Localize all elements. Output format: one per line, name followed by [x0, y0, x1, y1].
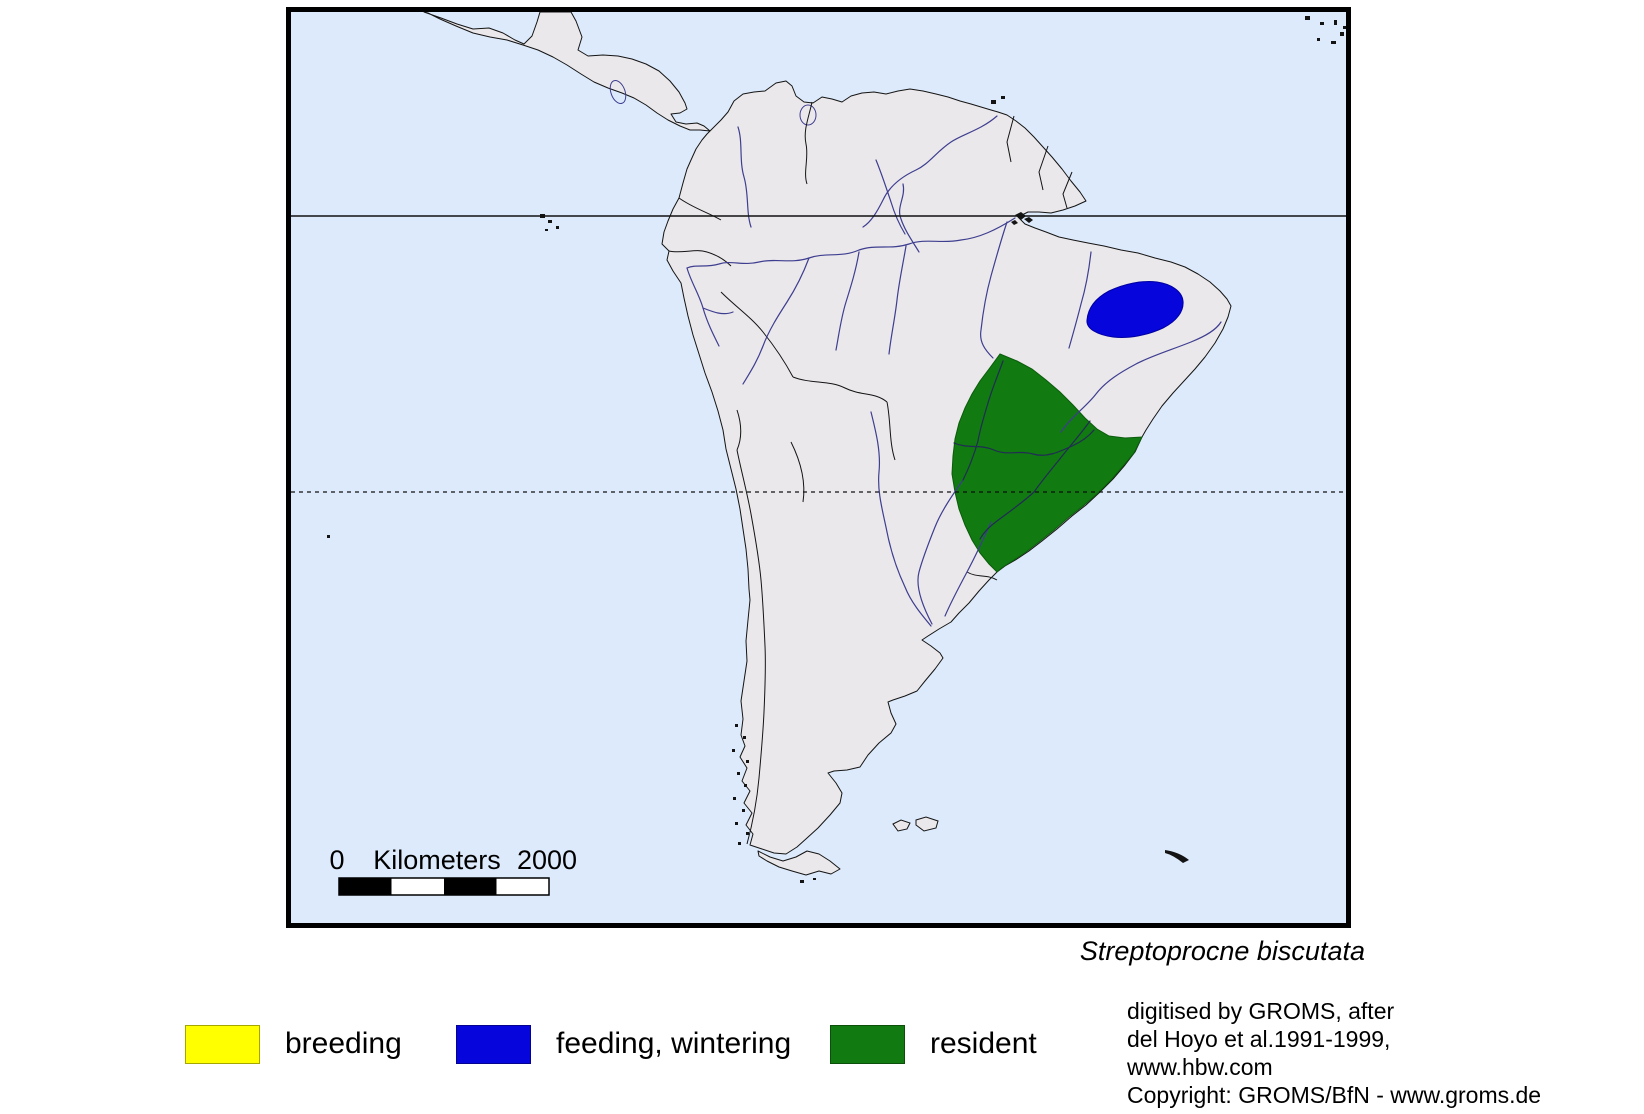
landmass	[327, 12, 1346, 883]
legend-label-breeding: breeding	[285, 1027, 402, 1060]
lesser-antilles	[1305, 16, 1346, 44]
legend-item-resident: resident	[830, 1022, 1037, 1066]
legend-label-feeding-wintering: feeding, wintering	[556, 1027, 792, 1060]
credit-line: del Hoyo et al.1991-1999,	[1127, 1026, 1391, 1052]
region-feeding-wintering	[1086, 281, 1184, 338]
scale-unit-label: Kilometers	[373, 845, 501, 875]
feeding-wintering-swatch	[456, 1024, 531, 1064]
legend-label-resident: resident	[930, 1027, 1037, 1060]
trinidad-tobago	[991, 96, 1005, 104]
central-america	[423, 12, 711, 132]
region-resident	[951, 353, 1143, 573]
legend-item-breeding: breeding	[185, 1022, 402, 1066]
chilean-fjords	[732, 724, 816, 883]
species-title: Streptoprocne biscutata	[1079, 936, 1365, 966]
pacific-islet	[327, 535, 330, 538]
scale-end-label: 2000	[517, 845, 577, 875]
scale-bar: 0 Kilometers 2000	[329, 845, 577, 896]
distribution-map: 0 Kilometers 2000	[286, 7, 1351, 928]
credits: digitised by GROMS, after del Hoyo et al…	[1127, 997, 1541, 1109]
legend-item-feeding-wintering: feeding, wintering	[456, 1022, 791, 1066]
lake-maracaibo	[799, 104, 817, 126]
rivers	[686, 115, 1222, 627]
country-borders	[668, 101, 1073, 845]
resident-swatch	[830, 1024, 905, 1064]
breeding-swatch	[185, 1024, 260, 1064]
lake-nicaragua	[609, 79, 627, 105]
south-georgia	[1165, 850, 1189, 863]
credit-line: Copyright: GROMS/BfN - www.groms.de	[1127, 1082, 1542, 1108]
credit-line: digitised by GROMS, after	[1127, 998, 1395, 1024]
falkland-islands-east	[915, 816, 939, 832]
tierra-del-fuego	[757, 850, 841, 876]
falkland-islands	[892, 819, 911, 832]
south-america-mainland	[661, 80, 1232, 855]
south-america-map: 0 Kilometers 2000	[291, 12, 1346, 923]
credit-line: www.hbw.com	[1127, 1054, 1273, 1080]
scale-start-label: 0	[329, 845, 344, 875]
